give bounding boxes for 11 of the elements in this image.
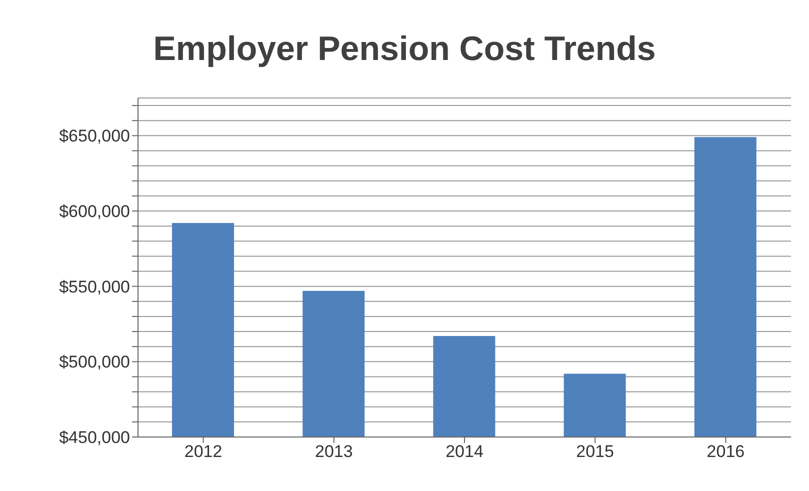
x-tick-label: 2015 bbox=[576, 442, 614, 462]
y-tick-label: $500,000 bbox=[59, 352, 130, 372]
x-tick-label: 2012 bbox=[184, 442, 222, 462]
y-tick-label: $600,000 bbox=[59, 202, 130, 222]
x-tick-label: 2016 bbox=[706, 442, 745, 462]
chart-title: Employer Pension Cost Trends bbox=[152, 29, 657, 70]
y-tick-label: $550,000 bbox=[59, 277, 130, 296]
x-tick-label: 2014 bbox=[446, 442, 484, 462]
x-tick-label: 2013 bbox=[314, 442, 353, 462]
y-tick-label: $650,000 bbox=[59, 126, 130, 146]
y-tick-label: $450,000 bbox=[59, 428, 130, 448]
